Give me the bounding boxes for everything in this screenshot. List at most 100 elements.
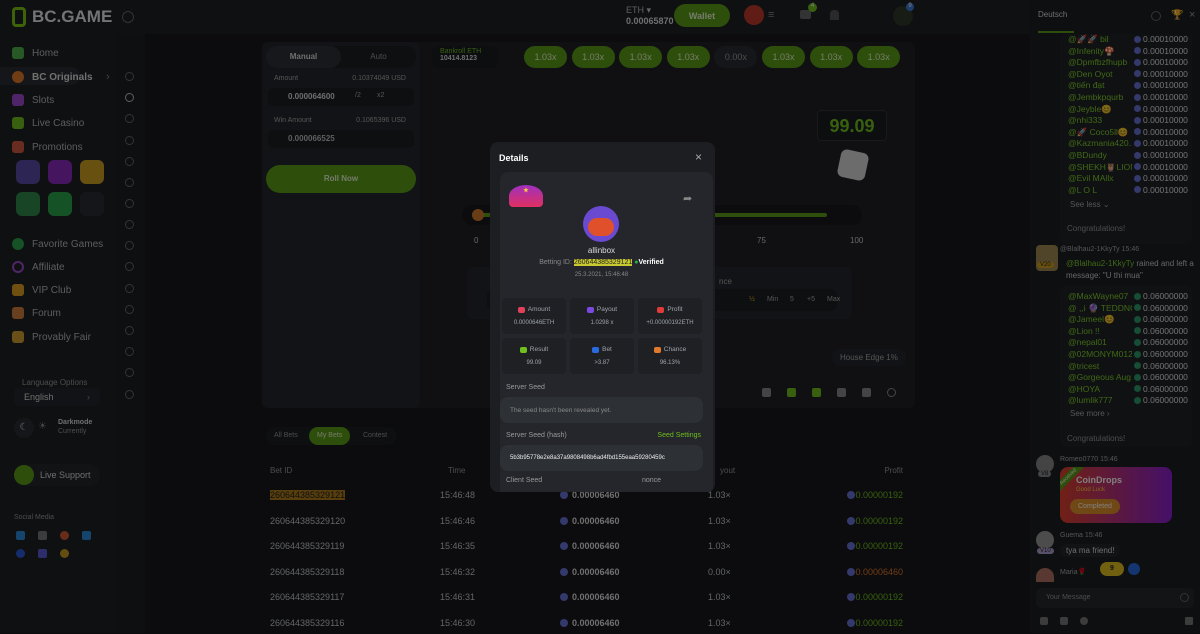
rain-recipient[interactable]: @ ,,i 🔮 TEDDNC... bbox=[1068, 302, 1132, 313]
amount-input[interactable]: 0.000064600 bbox=[268, 88, 414, 106]
username[interactable]: Maria🌹 bbox=[1060, 569, 1087, 576]
bet-id[interactable]: 260644385329116 bbox=[270, 618, 345, 628]
half-amount-button[interactable]: /2 bbox=[355, 92, 361, 99]
keyboard-icon[interactable] bbox=[812, 388, 821, 397]
table-row[interactable]: 260644385329120 15:46:46 0.00006460 1.03× +0… bbox=[262, 512, 915, 532]
sidebar-item-favorite-games[interactable]: Favorite Games bbox=[12, 238, 103, 250]
rain-recipient[interactable]: @nepal01 bbox=[1068, 337, 1107, 348]
game-icon[interactable] bbox=[125, 305, 134, 314]
gif-icon[interactable] bbox=[1040, 617, 1048, 625]
moon-icon[interactable]: ☾ bbox=[14, 418, 34, 438]
sidebar-item-bc-originals[interactable]: BC Originals bbox=[12, 71, 93, 83]
rain-username[interactable]: @Blalhau2-1KkyTy bbox=[1060, 246, 1120, 253]
betting-id[interactable]: 260644385329121 bbox=[573, 259, 633, 266]
sun-icon[interactable]: ☀ bbox=[38, 421, 47, 432]
message-input[interactable]: Your Message bbox=[1036, 588, 1194, 608]
bitcointalk-icon[interactable] bbox=[38, 531, 47, 540]
tab-my-bets[interactable]: My Bets bbox=[309, 427, 351, 445]
bet-id[interactable]: 260644385329118 bbox=[270, 566, 345, 577]
tab-all-bets[interactable]: All Bets bbox=[274, 432, 298, 439]
rain-recipient[interactable]: @🚀🚀 bil bbox=[1068, 34, 1109, 44]
close-chat-icon[interactable]: × bbox=[1189, 9, 1196, 21]
half-button[interactable]: ½ bbox=[749, 296, 755, 303]
rain-recipient[interactable]: @🚀 Coco5ll😊 bbox=[1068, 126, 1129, 137]
rain-recipient[interactable]: @Jembkpqurb bbox=[1068, 92, 1124, 102]
new-messages-badge[interactable]: 9 bbox=[1100, 562, 1124, 576]
history-pill[interactable]: 1.03x bbox=[619, 46, 663, 68]
github-icon[interactable] bbox=[60, 531, 69, 540]
coindrops-card[interactable]: Received CoinDrops Good Luck Completed bbox=[1060, 467, 1172, 523]
rain-recipient[interactable]: @Kazmania420... bbox=[1068, 138, 1132, 149]
game-tile-mines[interactable] bbox=[48, 192, 72, 216]
rain-recipient[interactable]: @HOYA bbox=[1068, 383, 1101, 394]
rain-recipient[interactable]: @Jameel😊 bbox=[1068, 314, 1115, 325]
sidebar-item-promotions[interactable]: Promotions bbox=[12, 141, 83, 153]
game-icon[interactable] bbox=[125, 157, 134, 166]
tab-contest[interactable]: Contest bbox=[363, 432, 388, 439]
mail-icon[interactable] bbox=[800, 10, 811, 19]
trophy-icon[interactable] bbox=[862, 388, 871, 397]
game-icon[interactable] bbox=[125, 220, 134, 229]
sidebar-item-provably-fair[interactable]: Provably Fair bbox=[12, 331, 91, 343]
rain-recipient[interactable]: @SHEKH🦉LION... bbox=[1068, 161, 1132, 172]
game-icon[interactable] bbox=[125, 241, 134, 250]
scroll-down-icon[interactable] bbox=[1128, 563, 1140, 575]
user-avatar[interactable] bbox=[1036, 455, 1054, 473]
game-icon[interactable] bbox=[125, 136, 134, 145]
rain-recipient[interactable]: @Evil MAllx bbox=[1068, 173, 1114, 184]
chat-language-tab[interactable]: Deutsch bbox=[1038, 10, 1074, 33]
coin-icon[interactable] bbox=[1080, 617, 1088, 625]
bet-id[interactable]: 260644385329120 bbox=[270, 515, 346, 526]
username[interactable]: Romeo0770 bbox=[1060, 456, 1099, 463]
history-pill[interactable]: 1.03x bbox=[857, 46, 901, 68]
game-icon[interactable] bbox=[125, 262, 134, 271]
completed-button[interactable]: Completed bbox=[1070, 499, 1120, 514]
tab-manual[interactable]: Manual bbox=[266, 46, 341, 68]
menu-icon[interactable]: ≡ bbox=[768, 9, 775, 21]
game-icon[interactable] bbox=[125, 284, 134, 293]
game-tile-wheel[interactable] bbox=[48, 160, 72, 184]
history-pill[interactable]: 1.03x bbox=[762, 46, 805, 68]
chart-icon[interactable] bbox=[837, 388, 846, 397]
rain-recipient[interactable]: @lumlik777 bbox=[1068, 395, 1113, 406]
rain-recipient[interactable]: @L O L bbox=[1068, 184, 1098, 195]
tab-auto[interactable]: Auto bbox=[370, 52, 387, 61]
dice-icon[interactable] bbox=[125, 93, 134, 102]
seed-settings-link[interactable]: Seed Settings bbox=[657, 432, 701, 439]
game-tile-plinko[interactable] bbox=[16, 160, 40, 184]
trophy-icon[interactable]: 🏆 bbox=[1171, 10, 1184, 21]
roll-now-button[interactable]: Roll Now bbox=[266, 165, 416, 193]
sidebar-item-slots[interactable]: Slots bbox=[12, 94, 54, 106]
table-row[interactable]: 260644385329116 15:46:30 0.00006460 1.03× +0… bbox=[262, 614, 915, 634]
rain-recipient[interactable]: @02MONYM012 bbox=[1068, 349, 1132, 359]
bitcoin-icon[interactable] bbox=[60, 549, 69, 558]
server-seed-hash-field[interactable]: 5b3b95778e2e8a37a9808498b6ad4fbd155eaa59… bbox=[500, 445, 703, 471]
game-icon[interactable] bbox=[125, 199, 134, 208]
sidebar-item-vip-club[interactable]: VIP Club bbox=[12, 284, 71, 296]
info-icon[interactable] bbox=[1151, 11, 1161, 21]
see-less-button[interactable]: See less ⌄ bbox=[1070, 200, 1110, 209]
live-support-button[interactable]: Live Support bbox=[14, 464, 100, 486]
username[interactable]: Guema bbox=[1060, 532, 1083, 539]
telegram-icon[interactable] bbox=[16, 531, 25, 540]
rain-recipient[interactable]: @nhi333 bbox=[1068, 115, 1103, 126]
game-icon[interactable] bbox=[125, 178, 134, 187]
five-button[interactable]: 5 bbox=[790, 296, 794, 303]
language-select[interactable]: English › bbox=[14, 388, 100, 406]
history-pill[interactable]: 1.03x bbox=[666, 46, 710, 68]
avatar[interactable] bbox=[744, 5, 764, 25]
rain-recipient[interactable]: @BDundy bbox=[1068, 150, 1107, 160]
discord-icon[interactable] bbox=[38, 549, 47, 558]
history-pill[interactable]: 1.03x bbox=[571, 46, 615, 68]
slider-handle[interactable] bbox=[472, 209, 484, 221]
crash-icon[interactable] bbox=[125, 72, 134, 81]
history-pill[interactable]: 1.03x bbox=[524, 46, 567, 68]
emoji-icon[interactable] bbox=[1180, 593, 1189, 602]
rain-recipient[interactable]: @tiến đạt bbox=[1068, 80, 1105, 91]
rain-recipient[interactable]: @Lion !! bbox=[1068, 325, 1100, 336]
logo[interactable]: BC.GAME bbox=[12, 7, 135, 27]
sidebar-item-live-casino[interactable]: Live Casino bbox=[12, 117, 84, 129]
rain-recipient[interactable]: @MaxWayne07 bbox=[1068, 291, 1129, 301]
min-button[interactable]: Min bbox=[767, 296, 779, 303]
